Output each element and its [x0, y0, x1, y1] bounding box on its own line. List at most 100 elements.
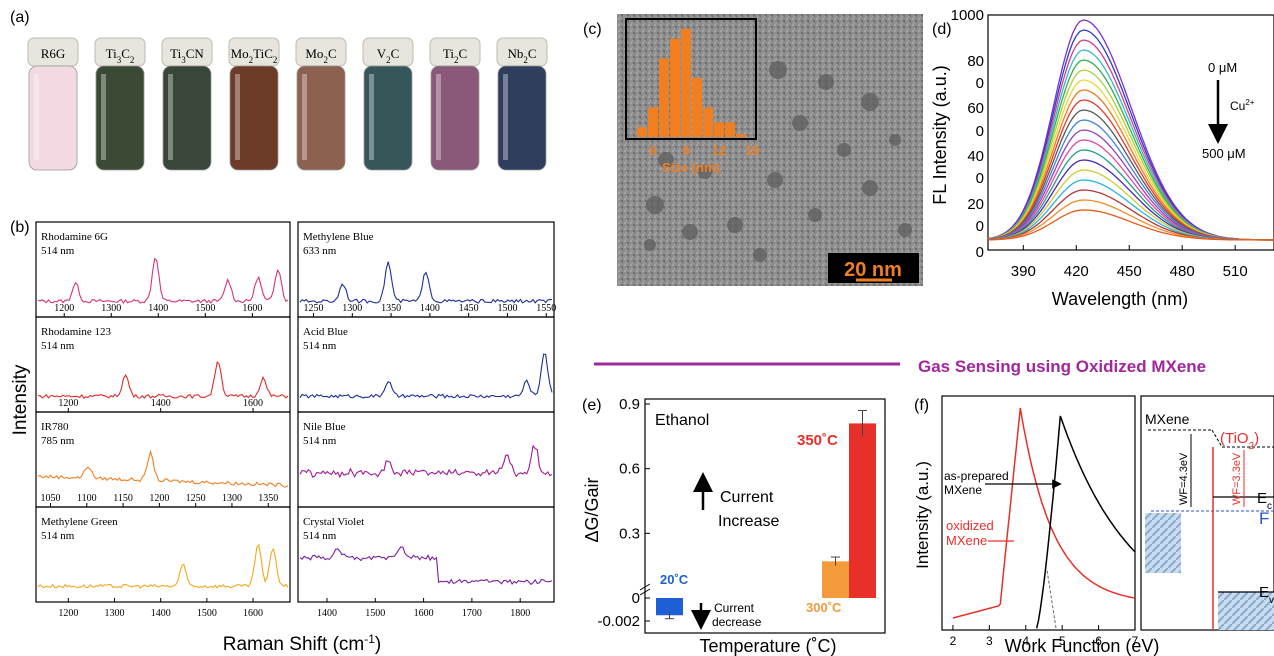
raman-tick-label: 1500 — [195, 303, 215, 314]
raman-spectrum-line — [299, 353, 553, 399]
spectrum-name: Nile Blue — [303, 421, 346, 433]
fl-y-tick-label: 20 — [967, 196, 984, 213]
band-mxene-label: MXene — [1145, 411, 1190, 427]
raman-tick-label: 1500 — [197, 608, 217, 619]
nanoparticle — [837, 143, 851, 157]
panel-label-c: (c) — [583, 21, 602, 38]
band-diagram-frame — [1140, 395, 1274, 631]
histogram-bar — [681, 29, 691, 137]
as-prepared-mxene-curve — [1035, 415, 1136, 629]
raman-tick-label: 1250 — [304, 303, 324, 314]
raman-tick-label: 1100 — [77, 493, 97, 504]
raman-spectrum-line — [299, 261, 553, 304]
histogram-bar — [670, 38, 680, 138]
panel-f: (f) 2 3 4 5 6 7 Intensity (a.u.) Work Functio… — [913, 395, 1274, 656]
raman-spectrum-line — [37, 449, 289, 488]
nanoparticle — [818, 74, 834, 90]
vial-body — [430, 65, 480, 171]
vial-label: Mo2C — [305, 46, 336, 65]
raman-spectrum-line — [37, 543, 289, 589]
excitation-wavelength: 633 nm — [303, 245, 337, 257]
histogram-bar — [703, 107, 713, 137]
wf-x-tick-label: 3 — [986, 634, 993, 648]
nanoparticle — [769, 61, 787, 79]
nanoparticle — [753, 248, 767, 262]
bar-category-label: 300˚C — [806, 600, 842, 615]
panel-label-b: (b) — [10, 219, 30, 236]
histogram-bar — [725, 122, 735, 137]
nanoparticle — [644, 239, 656, 251]
raman-tick-label: 1400 — [151, 398, 171, 409]
fermi-level-label: F — [1259, 509, 1269, 528]
fl-y-tick-label: 0 — [976, 123, 984, 140]
nanoparticle — [792, 115, 808, 131]
fl-x-axis-label: Wavelength (nm) — [1052, 289, 1188, 309]
raman-y-axis-label: Intensity — [10, 364, 31, 435]
excitation-wavelength: 514 nm — [303, 340, 337, 352]
onset-tangent — [1046, 569, 1057, 629]
raman-tick-label: 1600 — [243, 608, 263, 619]
wf-y-axis-label: Intensity (a.u.) — [913, 461, 932, 569]
raman-tick-label: 1200 — [54, 303, 74, 314]
excitation-wavelength: 514 nm — [303, 435, 337, 447]
fl-x-ticks: 390 420 450 480 510 — [1011, 245, 1248, 280]
scale-bar-background — [828, 253, 919, 283]
fl-y-tick-label: 0 — [976, 75, 984, 92]
histogram-bar — [648, 107, 658, 137]
vial-label: V2C — [377, 46, 400, 65]
fl-y-tick-label: 1000 — [951, 7, 984, 24]
vial-label: Mo2TiC2 — [231, 46, 278, 65]
panel-label-f: (f) — [914, 397, 929, 414]
bar-y-axis-label: ΔG/Gair — [582, 477, 602, 542]
bar-y-ticks: 0.9 0.6 0.3 0 -0.002 — [597, 396, 650, 630]
wf2-label: WF=3.3eV — [1231, 452, 1243, 505]
band-tio2-label: (TiO2) — [1220, 430, 1259, 452]
vial-glare — [168, 74, 173, 160]
nanoparticle — [808, 208, 822, 222]
axis-break-mark-2 — [639, 588, 651, 596]
bar-y-tick-label: 0.9 — [619, 396, 640, 413]
valence-band-label: Ev — [1259, 584, 1274, 606]
vial-glare — [235, 74, 240, 160]
wf-x-tick-label: 4 — [1022, 634, 1029, 648]
bar-category-label: 350˚C — [797, 432, 838, 449]
raman-tick-label: 1600 — [414, 608, 434, 619]
raman-tick-label: 1400 — [148, 303, 168, 314]
histogram-bar — [736, 134, 746, 137]
vial-label: Ti3C2 — [106, 46, 135, 65]
spectrum-name: Rhodamine 6G — [41, 231, 108, 243]
fl-x-tick-label: 510 — [1223, 263, 1248, 280]
increase-text-2: Increase — [718, 513, 779, 530]
nanoparticle — [727, 217, 743, 233]
vial-body — [363, 65, 413, 171]
fl-x-tick-label: 390 — [1011, 263, 1036, 280]
raman-tick-label: 1050 — [41, 493, 61, 504]
vial-glare — [436, 74, 441, 160]
bar — [822, 561, 849, 598]
wf1-label: WF=4.3eV — [1178, 452, 1190, 505]
excitation-wavelength: 514 nm — [41, 245, 75, 257]
spectrum-name: Methylene Green — [41, 516, 118, 528]
wf-x-tick-label: 2 — [950, 634, 957, 648]
vial-label: Ti2C — [443, 46, 467, 65]
histogram-tick-label: 6 — [649, 143, 656, 158]
panel-e: (e) 0.9 0.6 0.3 0 -0.002 ΔG/Gair Temperature… — [582, 396, 886, 656]
decrease-text-2: decrease — [712, 615, 762, 629]
raman-tick-label: 1400 — [151, 608, 171, 619]
scale-bar-label: 20 nm — [844, 259, 902, 281]
bar-y-tick-label: -0.002 — [597, 613, 640, 630]
fl-curves — [987, 19, 1274, 241]
conduction-band-label: Ec — [1257, 490, 1272, 512]
raman-subplot-frame — [297, 506, 555, 603]
spectrum-name: Crystal Violet — [303, 516, 364, 528]
spectrum-name: Acid Blue — [303, 326, 348, 338]
vial-body — [162, 65, 212, 171]
bar-y-tick-label: 0 — [632, 590, 640, 607]
raman-spectrum-line — [299, 444, 553, 479]
panel-b: (b) Intensity Raman Shift (cm-1) Rhodami… — [10, 219, 556, 655]
bar-y-tick-label: 0.6 — [619, 461, 640, 478]
panel-label-e: (e) — [582, 397, 602, 414]
wf-x-tick-label: 7 — [1132, 634, 1139, 648]
spectrum-name: Methylene Blue — [303, 231, 374, 243]
vial-glare — [34, 74, 39, 160]
